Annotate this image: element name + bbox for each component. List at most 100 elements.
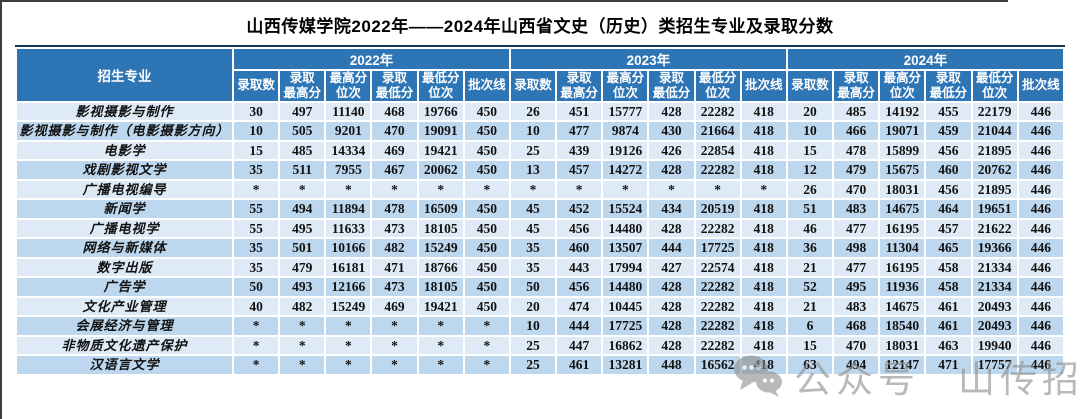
table-body: 影视摄影与制作 30 497 11140 468 19766 450 26 451 15777 42… bbox=[15, 100, 1066, 376]
data-cell: 10 bbox=[231, 120, 281, 142]
data-cell: * bbox=[508, 178, 558, 200]
data-cell: 18031 bbox=[878, 334, 927, 356]
data-cell: 18766 bbox=[416, 256, 465, 278]
data-cell: * bbox=[462, 178, 511, 200]
table-row: 电影学 15 485 14334 469 19421 450 25 439 19126 426 228… bbox=[15, 139, 1066, 161]
data-cell: 446 bbox=[1016, 334, 1066, 356]
data-cell: 477 bbox=[555, 120, 604, 142]
data-cell: 12166 bbox=[324, 276, 373, 298]
data-cell: 15249 bbox=[416, 237, 465, 259]
data-cell: * bbox=[370, 354, 419, 376]
data-cell: 20493 bbox=[970, 315, 1019, 337]
data-cell: 497 bbox=[278, 100, 327, 122]
data-cell: 479 bbox=[278, 256, 327, 278]
data-cell: 45 bbox=[508, 217, 558, 239]
data-cell: 446 bbox=[1016, 159, 1066, 181]
data-cell: 474 bbox=[555, 295, 604, 317]
data-cell: 9201 bbox=[324, 120, 373, 142]
data-cell: 18540 bbox=[878, 315, 927, 337]
data-cell: 16195 bbox=[878, 217, 927, 239]
table-row: 广告学 50 493 12166 473 18105 450 50 456 14480 428 222… bbox=[15, 276, 1066, 298]
data-cell: 473 bbox=[370, 217, 419, 239]
data-cell: * bbox=[370, 178, 419, 200]
column-header: 最低分 位次 bbox=[416, 69, 465, 103]
data-cell: 446 bbox=[1016, 198, 1066, 220]
data-cell: 470 bbox=[370, 120, 419, 142]
data-cell: 51 bbox=[785, 198, 835, 220]
data-cell: 55 bbox=[231, 217, 281, 239]
data-cell: 6 bbox=[785, 315, 835, 337]
data-cell: 11894 bbox=[324, 198, 373, 220]
data-cell: 35 bbox=[231, 159, 281, 181]
data-cell: 450 bbox=[462, 237, 511, 259]
data-cell: 495 bbox=[832, 276, 881, 298]
data-cell: 456 bbox=[555, 217, 604, 239]
data-cell: 469 bbox=[370, 139, 419, 161]
data-cell: 12 bbox=[785, 159, 835, 181]
data-cell: 494 bbox=[832, 354, 881, 376]
data-cell: * bbox=[555, 178, 604, 200]
data-cell: 15777 bbox=[601, 100, 650, 122]
column-header: 最低分 位次 bbox=[693, 69, 742, 103]
data-cell: 471 bbox=[924, 354, 973, 376]
data-cell: 444 bbox=[555, 315, 604, 337]
data-cell: 446 bbox=[1016, 276, 1066, 298]
data-cell: 459 bbox=[924, 120, 973, 142]
data-cell: 9874 bbox=[601, 120, 650, 142]
data-cell: 22282 bbox=[693, 217, 742, 239]
data-cell: 482 bbox=[370, 237, 419, 259]
data-cell: 40 bbox=[231, 295, 281, 317]
data-cell: 25 bbox=[508, 139, 558, 161]
data-cell: 16195 bbox=[878, 256, 927, 278]
column-header: 录取 最高分 bbox=[555, 69, 604, 103]
data-cell: 483 bbox=[832, 295, 881, 317]
data-cell: 450 bbox=[462, 295, 511, 317]
data-cell: 19366 bbox=[970, 237, 1019, 259]
data-cell: 428 bbox=[647, 334, 696, 356]
data-cell: * bbox=[370, 315, 419, 337]
column-group-2024: 2024年 bbox=[785, 47, 1066, 71]
data-cell: * bbox=[739, 178, 788, 200]
data-cell: 50 bbox=[508, 276, 558, 298]
data-cell: 418 bbox=[739, 354, 788, 376]
data-cell: 450 bbox=[462, 198, 511, 220]
data-cell: 494 bbox=[278, 198, 327, 220]
data-cell: 446 bbox=[1016, 100, 1066, 122]
data-cell: 452 bbox=[555, 198, 604, 220]
data-cell: 19071 bbox=[878, 120, 927, 142]
data-cell: * bbox=[462, 315, 511, 337]
data-cell: * bbox=[462, 354, 511, 376]
data-cell: 456 bbox=[555, 276, 604, 298]
data-cell: 16562 bbox=[693, 354, 742, 376]
data-cell: 45 bbox=[508, 198, 558, 220]
data-cell: 55 bbox=[231, 198, 281, 220]
data-cell: 418 bbox=[739, 276, 788, 298]
data-cell: 15249 bbox=[324, 295, 373, 317]
column-header: 录取数 bbox=[508, 69, 558, 103]
data-cell: 19091 bbox=[416, 120, 465, 142]
data-cell: 485 bbox=[832, 100, 881, 122]
data-cell: * bbox=[324, 315, 373, 337]
data-cell: 446 bbox=[1016, 139, 1066, 161]
major-name: 广告学 bbox=[15, 276, 234, 298]
data-cell: * bbox=[231, 315, 281, 337]
data-cell: 10 bbox=[785, 120, 835, 142]
data-cell: 418 bbox=[739, 237, 788, 259]
data-cell: 493 bbox=[278, 276, 327, 298]
data-cell: 14480 bbox=[601, 276, 650, 298]
data-cell: 450 bbox=[462, 159, 511, 181]
data-cell: 22179 bbox=[970, 100, 1019, 122]
data-cell: 447 bbox=[555, 334, 604, 356]
data-cell: 20519 bbox=[693, 198, 742, 220]
data-cell: 457 bbox=[924, 217, 973, 239]
data-cell: 11140 bbox=[324, 100, 373, 122]
data-cell: * bbox=[231, 178, 281, 200]
column-header-major: 招生专业 bbox=[15, 47, 234, 103]
data-cell: 19651 bbox=[970, 198, 1019, 220]
data-cell: 10445 bbox=[601, 295, 650, 317]
data-cell: 22282 bbox=[693, 295, 742, 317]
data-cell: * bbox=[416, 178, 465, 200]
data-cell: 21895 bbox=[970, 139, 1019, 161]
data-cell: 448 bbox=[647, 354, 696, 376]
column-group-2022: 2022年 bbox=[232, 47, 511, 71]
